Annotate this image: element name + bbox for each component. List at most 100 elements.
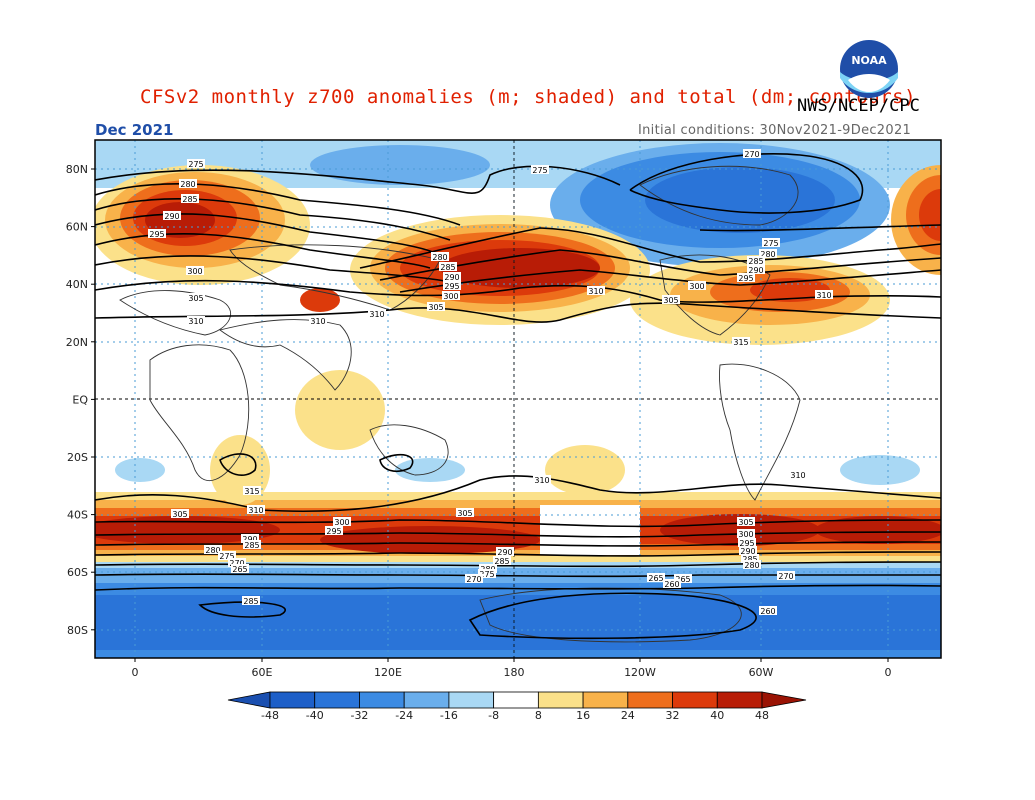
contour-label: 295 bbox=[148, 229, 166, 239]
colorbar-max-arrow bbox=[761, 691, 807, 709]
svg-text:280: 280 bbox=[744, 561, 759, 570]
contour-label: 270 bbox=[777, 571, 795, 581]
colorbar: -48 -40 -32 -24 -16 -8 8 16 24 32 40 48 bbox=[227, 691, 807, 722]
contour-label: 295 bbox=[443, 281, 461, 291]
lon-tick-label: 180 bbox=[504, 666, 525, 679]
lat-tick-label: 80S bbox=[67, 624, 88, 637]
colorbar-segment bbox=[269, 691, 316, 709]
lat-tick-label: EQ bbox=[72, 393, 88, 406]
colorbar-tick-label: 48 bbox=[755, 709, 769, 722]
lon-tick-label: 0 bbox=[132, 666, 139, 679]
contour-label: 280 bbox=[431, 252, 449, 262]
svg-text:265: 265 bbox=[232, 565, 247, 574]
svg-text:315: 315 bbox=[244, 487, 259, 496]
colorbar-tick-label: -24 bbox=[395, 709, 413, 722]
svg-text:285: 285 bbox=[182, 195, 197, 204]
contour-label: 310 bbox=[368, 309, 386, 319]
contour-label: 295 bbox=[737, 273, 755, 283]
contour-label: 290 bbox=[747, 265, 765, 275]
svg-text:305: 305 bbox=[663, 296, 678, 305]
lon-tick-label: 0 bbox=[885, 666, 892, 679]
lon-tick-label: 120W bbox=[624, 666, 656, 679]
svg-text:285: 285 bbox=[494, 557, 509, 566]
contour-label: 315 bbox=[732, 337, 750, 347]
svg-text:290: 290 bbox=[740, 547, 755, 556]
svg-text:295: 295 bbox=[149, 230, 164, 239]
noaa-logo-icon: NOAA bbox=[840, 40, 898, 98]
svg-text:290: 290 bbox=[497, 548, 512, 557]
contour-label: 265 bbox=[231, 564, 249, 574]
contour-label: 305 bbox=[187, 293, 205, 303]
contour-label: 310 bbox=[789, 470, 807, 480]
lon-tick-label: 120E bbox=[374, 666, 402, 679]
contour-label: 285 bbox=[243, 540, 261, 550]
contour-label: 275 bbox=[218, 551, 236, 561]
contour-label: 285 bbox=[493, 556, 511, 566]
contour-label: 300 bbox=[333, 517, 351, 527]
contour-label: 295 bbox=[738, 538, 756, 548]
latitude-labels: 80N 60N 40N 20N EQ 20S 40S 60S 80S bbox=[66, 163, 95, 637]
longitude-labels: 0 60E 120E 180 120W 60W 0 bbox=[132, 658, 892, 679]
svg-text:260: 260 bbox=[664, 580, 679, 589]
svg-text:310: 310 bbox=[534, 476, 549, 485]
svg-text:285: 285 bbox=[440, 263, 455, 272]
svg-text:270: 270 bbox=[229, 559, 244, 568]
svg-text:285: 285 bbox=[748, 257, 763, 266]
org-label: NWS/NCEP/CPC bbox=[797, 96, 920, 116]
svg-text:310: 310 bbox=[816, 291, 831, 300]
contour-label: 290 bbox=[496, 547, 514, 557]
svg-text:270: 270 bbox=[778, 572, 793, 581]
contour-label: 310 bbox=[815, 290, 833, 300]
svg-text:300: 300 bbox=[334, 518, 349, 527]
svg-text:275: 275 bbox=[219, 552, 234, 561]
contour-label: 295 bbox=[325, 526, 343, 536]
svg-text:310: 310 bbox=[248, 506, 263, 515]
contour-label: 275 bbox=[478, 569, 496, 579]
colorbar-segment bbox=[314, 691, 360, 709]
svg-text:295: 295 bbox=[326, 527, 341, 536]
lon-tick-label: 60E bbox=[252, 666, 273, 679]
contour-label: 270 bbox=[228, 558, 246, 568]
contour-label: 315 bbox=[243, 486, 261, 496]
svg-text:305: 305 bbox=[188, 294, 203, 303]
contour-label: 300 bbox=[442, 291, 460, 301]
lat-tick-label: 60S bbox=[67, 566, 88, 579]
lat-tick-label: 60N bbox=[66, 221, 88, 234]
lat-tick-label: 40N bbox=[66, 278, 88, 291]
contour-label: 305 bbox=[171, 509, 189, 519]
month-label: Dec 2021 bbox=[95, 121, 174, 139]
contour-label: 310 bbox=[187, 316, 205, 326]
contour-label: 260 bbox=[759, 606, 777, 616]
contour-label: 265 bbox=[674, 574, 692, 584]
svg-text:285: 285 bbox=[243, 597, 258, 606]
contour-label: 305 bbox=[737, 517, 755, 527]
colorbar-tick-label: 40 bbox=[710, 709, 724, 722]
colorbar-tick-label: 32 bbox=[666, 709, 680, 722]
colorbar-segment bbox=[672, 691, 718, 709]
svg-text:305: 305 bbox=[428, 303, 443, 312]
contour-label: 265 bbox=[647, 573, 665, 583]
colorbar-segment bbox=[582, 691, 629, 709]
colorbar-min-arrow bbox=[227, 691, 271, 709]
svg-text:300: 300 bbox=[443, 292, 458, 301]
svg-text:280: 280 bbox=[180, 180, 195, 189]
contour-label: 280 bbox=[179, 179, 197, 189]
contour-label: 270 bbox=[743, 149, 761, 159]
contour-label: 300 bbox=[688, 281, 706, 291]
svg-text:295: 295 bbox=[739, 539, 754, 548]
contour-label: 275 bbox=[762, 238, 780, 248]
colorbar-segment bbox=[537, 691, 584, 709]
svg-text:300: 300 bbox=[689, 282, 704, 291]
colorbar-segment bbox=[493, 691, 539, 709]
svg-text:275: 275 bbox=[532, 166, 547, 175]
svg-text:290: 290 bbox=[748, 266, 763, 275]
svg-text:275: 275 bbox=[188, 160, 203, 169]
colorbar-segment bbox=[359, 691, 405, 709]
svg-text:275: 275 bbox=[763, 239, 778, 248]
contour-label: 300 bbox=[186, 266, 204, 276]
contour-label: 275 bbox=[531, 165, 549, 175]
svg-text:310: 310 bbox=[310, 317, 325, 326]
colorbar-tick-label: 16 bbox=[576, 709, 590, 722]
contour-label: 290 bbox=[443, 272, 461, 282]
